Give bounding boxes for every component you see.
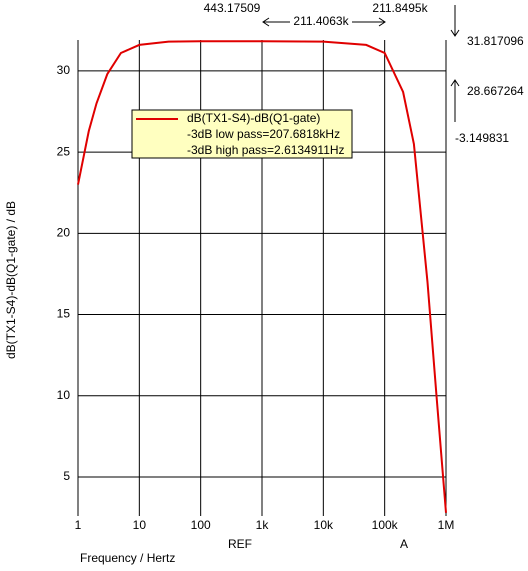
annotation: 211.8495k [372, 1, 428, 15]
legend-note: -3dB low pass=207.6818kHz [187, 127, 340, 141]
legend: dB(TX1-S4)-dB(Q1-gate) -3dB low pass=207.… [131, 109, 353, 159]
x-tick-label: 1M [438, 518, 455, 532]
cursor-label: A [400, 537, 408, 551]
x-tick-label: 100k [372, 518, 399, 532]
legend-note: -3dB high pass=2.6134911Hz [187, 143, 345, 157]
x-tick-label: 1k [256, 518, 270, 532]
y-tick-label: 25 [57, 144, 71, 158]
annotation: -3.149831 [455, 131, 509, 145]
cursor-label: REF [228, 537, 252, 551]
cursor-arrow [450, 29, 460, 37]
x-tick-label: 10k [314, 518, 334, 532]
x-tick-label: 1 [75, 518, 82, 532]
y-tick-label: 20 [57, 225, 71, 239]
x-axis-label: Frequency / Hertz [80, 551, 175, 565]
y-tick-label: 10 [57, 388, 71, 402]
cursor-arrow [450, 79, 460, 87]
cursor-markers [262, 5, 460, 122]
legend-label: dB(TX1-S4)-dB(Q1-gate) [187, 111, 320, 125]
y-tick-label: 30 [57, 63, 71, 77]
annotation: 31.817096 [467, 34, 524, 48]
y-axis-label: dB(TX1-S4)-dB(Q1-gate) / dB [4, 201, 18, 359]
annotation: 443.17509 [204, 1, 261, 15]
y-tick-label: 15 [57, 307, 71, 321]
cursor-arrow [262, 17, 386, 27]
x-tick-label: 10 [133, 518, 147, 532]
series-line [77, 40, 447, 513]
annotation: 211.4063k [293, 14, 349, 28]
annotation: 28.667264 [467, 84, 524, 98]
x-tick-label: 100 [191, 518, 211, 532]
y-tick-label: 5 [63, 469, 70, 483]
